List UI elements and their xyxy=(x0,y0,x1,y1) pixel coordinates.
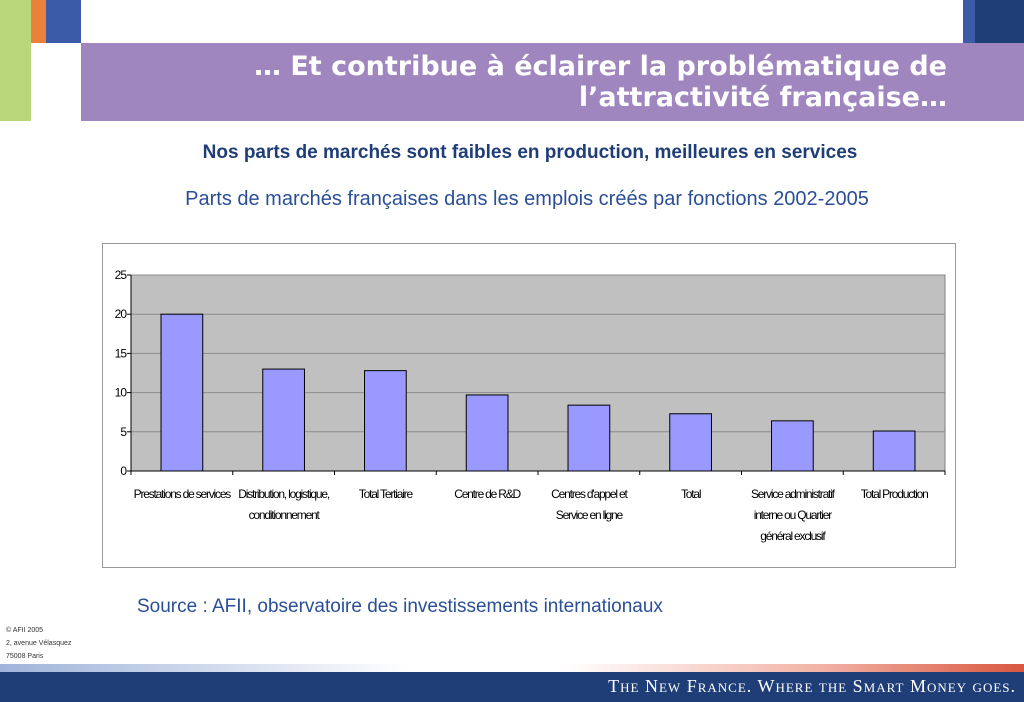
y-tick-label-1: 5 xyxy=(120,425,127,439)
bar-3 xyxy=(465,394,509,472)
corner-block-orange xyxy=(31,0,46,43)
bar-0 xyxy=(160,313,204,472)
y-tick-label-3: 15 xyxy=(115,346,128,360)
footer-gradient-line xyxy=(0,664,1024,672)
source-note: Source : AFII, observatoire des investis… xyxy=(137,596,663,617)
slide-title: … Et contribue à éclairer la problématiq… xyxy=(254,51,947,113)
y-tick-label-2: 10 xyxy=(115,386,128,400)
bar-7 xyxy=(872,430,916,472)
x-tick-label-4-line-1: Service en ligne xyxy=(556,508,624,522)
bar-6 xyxy=(771,420,814,472)
bar-4 xyxy=(567,404,611,472)
x-tick-label-6: Service administratif interne ou Quartier… xyxy=(751,487,836,543)
footer-address: © AFII 2005 2, avenue Vélasquez 75008 Pa… xyxy=(6,624,71,663)
x-tick-label-2-line-0: Total Tertiaire xyxy=(359,487,414,501)
chart-caption: Parts de marchés françaises dans les emp… xyxy=(185,188,869,210)
y-tick-label-0: 0 xyxy=(120,464,127,478)
x-tick-label-1: Distribution, logistique, conditionnement xyxy=(238,487,330,522)
x-tick-label-6-line-2: général exclusif xyxy=(760,529,826,543)
chart-frame: 0 5 10 15 20 25 Prestations de services Distrib… xyxy=(102,243,956,568)
y-tick-label-4: 20 xyxy=(115,307,128,321)
plot-area xyxy=(130,274,946,472)
bar-5 xyxy=(669,413,712,472)
y-tick-label-5: 25 xyxy=(115,268,128,282)
address-line-3: 75008 Paris xyxy=(6,653,44,660)
corner-block-blue xyxy=(46,0,81,43)
x-tick-label-6-line-1: interne ou Quartier xyxy=(754,508,832,522)
corner-block-right-dark xyxy=(975,0,1024,43)
slide-title-line-1: … Et contribue à éclairer la problématiq… xyxy=(253,51,947,82)
x-tick-label-6-line-0: Service administratif xyxy=(751,487,836,501)
bar-1 xyxy=(262,368,305,472)
x-tick-label-5: Total xyxy=(681,487,701,501)
x-tick-label-0-line-0: Prestations de services xyxy=(134,487,232,501)
x-tick-label-4: Centres d'appel et Service en ligne xyxy=(551,487,628,522)
slide-subtitle: Nos parts de marchés sont faibles en pro… xyxy=(202,142,858,163)
bar-2 xyxy=(364,370,407,472)
corner-block-right-blue xyxy=(963,0,975,43)
bar-chart: 0 5 10 15 20 25 Prestations de services Distrib… xyxy=(115,268,946,543)
address-line-2: 2, avenue Vélasquez xyxy=(6,640,72,647)
x-tick-label-7: Total Production xyxy=(861,487,928,501)
address-line-1: © AFII 2005 xyxy=(6,627,44,634)
slide-title-line-2: l’attractivité française… xyxy=(578,82,947,113)
footer-band: The New France. Where the Smart Money go… xyxy=(0,672,1024,702)
x-tick-label-3: Centre de R&D xyxy=(454,487,521,501)
title-bar: … Et contribue à éclairer la problématiq… xyxy=(81,43,1024,121)
corner-block-green xyxy=(0,0,31,121)
x-tick-label-4-line-0: Centres d'appel et xyxy=(551,487,628,501)
x-tick-label-2: Total Tertiaire xyxy=(359,487,414,501)
x-tick-label-3-line-0: Centre de R&D xyxy=(454,487,521,501)
x-tick-label-5-line-0: Total xyxy=(681,487,701,501)
x-tick-label-1-line-1: conditionnement xyxy=(249,508,321,522)
x-tick-label-7-line-0: Total Production xyxy=(861,487,928,501)
footer-tagline: The New France. Where the Smart Money go… xyxy=(608,676,1016,696)
x-tick-label-0: Prestations de services xyxy=(134,487,232,501)
x-tick-label-1-line-0: Distribution, logistique, xyxy=(238,487,330,501)
